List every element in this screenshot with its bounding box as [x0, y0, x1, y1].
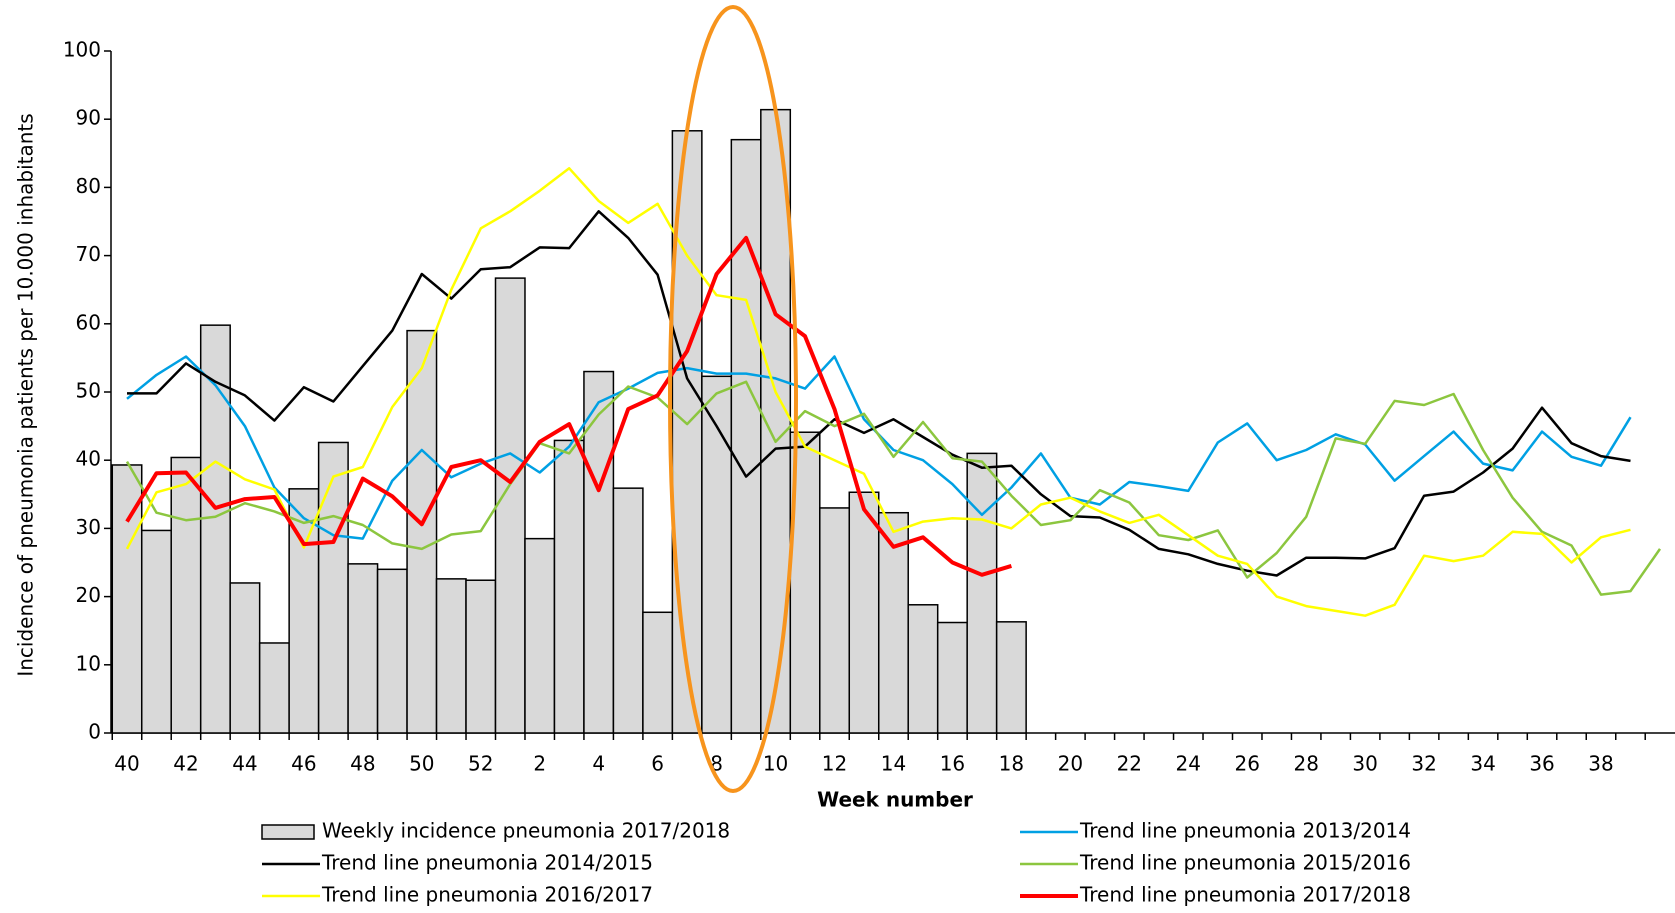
- x-tick-label: 46: [291, 752, 316, 776]
- x-tick-label: 14: [881, 752, 906, 776]
- trend-line: [127, 210, 1631, 577]
- x-tick-label: 28: [1293, 752, 1318, 776]
- bar: [317, 441, 349, 734]
- x-tick-label: 40: [114, 752, 139, 776]
- x-tick-label: 44: [232, 752, 257, 776]
- x-tick-label: 4: [592, 752, 605, 776]
- x-tick-label: 42: [173, 752, 198, 776]
- bar: [819, 507, 851, 734]
- x-tick-label: 34: [1470, 752, 1495, 776]
- x-tick-label: 16: [940, 752, 965, 776]
- y-tick-label: 10: [76, 651, 101, 675]
- y-tick-label: 50: [76, 379, 101, 403]
- bar: [376, 568, 408, 734]
- legend-label: Trend line pneumonia 2014/2015: [321, 851, 653, 875]
- bar: [435, 578, 467, 734]
- bar: [848, 491, 880, 734]
- bar: [553, 439, 585, 734]
- bar: [730, 138, 762, 734]
- x-tick-label: 48: [350, 752, 375, 776]
- bar: [583, 370, 615, 734]
- x-tick-label: 36: [1529, 752, 1554, 776]
- x-tick-label: 12: [822, 752, 847, 776]
- trend-line: [125, 235, 1012, 577]
- bar: [789, 431, 821, 734]
- x-tick-label: 6: [651, 752, 664, 776]
- y-tick-label: 80: [76, 174, 101, 198]
- bar: [199, 324, 231, 734]
- bar: [494, 277, 526, 734]
- y-tick-label: 40: [76, 447, 101, 471]
- bar: [936, 621, 968, 734]
- legend-label: Trend line pneumonia 2015/2016: [1079, 851, 1411, 875]
- y-tick-label: 70: [76, 242, 101, 266]
- legend-label: Trend line pneumonia 2016/2017: [321, 883, 653, 907]
- x-tick-label: 38: [1588, 752, 1613, 776]
- bar: [642, 611, 674, 734]
- bar: [347, 563, 379, 734]
- x-tick-label: 30: [1352, 752, 1377, 776]
- bar: [877, 511, 909, 734]
- x-tick-label: 10: [763, 752, 788, 776]
- highlight-ellipse: [668, 5, 798, 793]
- legend-swatch: [261, 824, 315, 840]
- bar: [524, 537, 556, 734]
- legend-label: Trend line pneumonia 2017/2018: [1079, 883, 1411, 907]
- legend-label: Trend line pneumonia 2013/2014: [1079, 819, 1411, 843]
- bar: [170, 456, 202, 734]
- x-tick-label: 26: [1235, 752, 1260, 776]
- x-tick-label: 32: [1411, 752, 1436, 776]
- bar: [612, 487, 644, 734]
- x-tick-label: 2: [533, 752, 546, 776]
- bar: [406, 329, 438, 734]
- bar: [995, 621, 1027, 734]
- bar: [258, 642, 290, 734]
- x-tick-label: 52: [468, 752, 493, 776]
- y-tick-label: 90: [76, 106, 101, 130]
- bar: [229, 582, 261, 734]
- y-tick-label: 30: [76, 515, 101, 539]
- y-tick-label: 0: [88, 720, 101, 744]
- trend-line: [125, 167, 1631, 617]
- bar: [966, 452, 998, 734]
- legend-label: Weekly incidence pneumonia 2017/2018: [322, 819, 730, 843]
- bar: [701, 375, 733, 734]
- y-tick-label: 60: [76, 310, 101, 334]
- bar: [465, 579, 497, 734]
- x-tick-label: 50: [409, 752, 434, 776]
- bar: [140, 529, 172, 734]
- y-axis-label: Incidence of pneumonia patients per 10.0…: [14, 113, 38, 676]
- trend-line: [125, 380, 1662, 596]
- x-tick-label: 24: [1176, 752, 1201, 776]
- y-tick-label: 100: [63, 38, 101, 62]
- y-tick-label: 20: [76, 583, 101, 607]
- x-tick-label: 18: [999, 752, 1024, 776]
- x-tick-label: 22: [1117, 752, 1142, 776]
- x-axis-label: Week number: [817, 788, 973, 812]
- x-tick-label: 20: [1058, 752, 1083, 776]
- bar: [907, 604, 939, 734]
